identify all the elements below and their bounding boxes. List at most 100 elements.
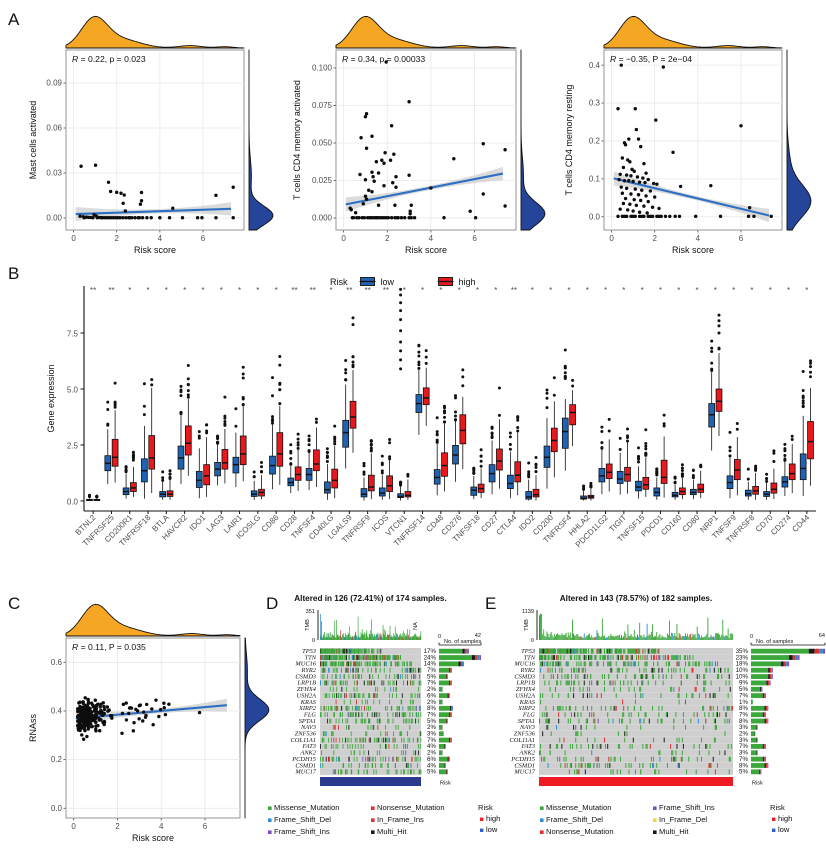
panel-e-oncoplot: Altered in 143 (78.57%) of 182 samples. 1… [485, 592, 826, 807]
box-high-TNFRSF25 [111, 381, 119, 483]
gene-label: RYR2 [520, 667, 536, 674]
box-low-TNFSF9 [726, 430, 734, 499]
risk-legend-label: high [778, 814, 792, 823]
scatter-t-cells-cd4-memory-activated: 0.100 0.075 0.050 0.025 0.000 0 2 4 6 Risk score T… [292, 15, 546, 255]
svg-text:*: * [421, 286, 424, 295]
oncoplot: Altered in 126 (72.41%) of 174 samples. 3… [291, 594, 482, 787]
risk-legend-title: Risk [478, 803, 493, 812]
box-high-HAVCR2 [184, 364, 192, 476]
risk-bar-label: Risk [440, 781, 451, 787]
gene-label: ANK2 [518, 750, 535, 757]
legend-item-Frame_Shift_Ins[interactable] [268, 830, 272, 834]
svg-text:0.050: 0.050 [312, 139, 333, 148]
svg-text:**: ** [108, 286, 114, 295]
box-low-TNFRSF4 [561, 348, 569, 471]
risk-bar-label: Risk [752, 781, 763, 787]
x-axis-title: Risk score [134, 245, 176, 255]
legend-label: high [459, 277, 476, 287]
gene-percent: 5% [739, 769, 748, 776]
svg-text:0.000: 0.000 [312, 214, 333, 223]
gene-percent: 8% [739, 762, 748, 769]
legend-item-Frame_Shift_Del[interactable] [540, 818, 544, 822]
gene-label: USH2A [515, 692, 535, 699]
gene-tick-label: CTLA4 [494, 513, 518, 537]
legend-label: Frame_Shift_Ins [274, 827, 330, 836]
box-low-CD86 [269, 376, 276, 490]
gene-label: KRAS [300, 699, 317, 706]
box-high-CD160 [679, 463, 686, 500]
box-low-IDO1 [195, 430, 203, 499]
svg-text:*: * [695, 286, 698, 295]
gene-percent: 14% [424, 661, 437, 668]
box-low-LGALS9 [342, 358, 350, 469]
svg-text:*: * [238, 286, 241, 295]
gene-percent: 3% [739, 750, 748, 757]
risk-legend-item-low[interactable] [772, 828, 776, 832]
top-density [65, 603, 241, 637]
svg-text:4: 4 [158, 234, 163, 243]
gene-percent: 7% [739, 743, 748, 750]
box-low-CD48 [433, 416, 441, 496]
legend-item-low[interactable] [359, 277, 376, 286]
gene-tick-label: CD44 [790, 513, 811, 534]
box-low-CD274 [781, 442, 789, 496]
data-points [348, 60, 507, 220]
legend-item-Multi_Hit[interactable] [371, 830, 375, 834]
box-high-BTLA [166, 469, 174, 500]
gene-percent: 8% [739, 718, 748, 725]
box-low-TIGIT [616, 436, 624, 495]
gene-label: TTN [524, 654, 536, 661]
legend-item-In_Frame_Ins[interactable] [371, 818, 375, 822]
svg-text:7.5: 7.5 [67, 329, 79, 338]
gene-percent: 6% [427, 692, 436, 699]
gene-tick-label: CD86 [260, 513, 281, 534]
panel-letter-d: D [266, 594, 279, 613]
legend-title: Risk [330, 277, 348, 287]
gene-percent: 8% [427, 705, 436, 712]
svg-text:2: 2 [114, 234, 119, 243]
gene-label: COL11A1 [510, 737, 535, 744]
svg-text:*: * [567, 286, 570, 295]
gene-percent: 5% [427, 673, 436, 680]
tmb-barplot [317, 610, 422, 640]
box-high-CD86 [276, 355, 284, 485]
scatter-panel-t-cells-cd4-memory-activated: 0.100 0.075 0.050 0.025 0.000 0 2 4 6 Risk score T… [284, 6, 556, 258]
box-high-NRP1 [715, 313, 723, 436]
svg-text:**: ** [90, 286, 96, 295]
legend-item-Multi_Hit[interactable] [653, 830, 657, 834]
svg-text:4: 4 [429, 234, 434, 243]
gene-label: XIRP2 [298, 705, 317, 712]
gene-percent: 2% [427, 724, 436, 731]
gene-percent: 2% [427, 699, 436, 706]
box-high-PDCD1LG2 [605, 417, 613, 492]
risk-legend-label: low [778, 825, 790, 834]
legend-item-Frame_Shift_Ins[interactable] [653, 806, 657, 810]
risk-legend-item-high[interactable] [772, 817, 776, 821]
legend-item-Frame_Shift_Del[interactable] [268, 818, 272, 822]
correlation-annotation: R = 0.11, P = 0.035 [72, 642, 146, 652]
legend-item-Missense_Mutation[interactable] [268, 806, 272, 810]
gene-percent: 24% [424, 654, 437, 661]
gene-percent: 4% [427, 743, 436, 750]
risk-legend-item-high[interactable] [480, 817, 484, 821]
legend-item-Nonsense_Mutation[interactable] [371, 806, 375, 810]
svg-text:2.5: 2.5 [67, 441, 79, 450]
data-points [616, 63, 773, 219]
legend-item-high[interactable] [437, 277, 454, 286]
scatter-panel-t-cells-cd4-memory-resting: 0.4 0.3 0.2 0.1 0.0 0 2 4 6 Risk score T cells CD4… [556, 6, 822, 258]
svg-text:**: ** [291, 286, 297, 295]
legend-item-Nonsense_Mutation[interactable] [540, 830, 544, 834]
svg-text:*: * [750, 286, 753, 295]
box-high-CD200R1 [130, 450, 137, 497]
svg-text:0.6: 0.6 [51, 658, 63, 667]
svg-text:*: * [128, 286, 131, 295]
box-low-CD160 [671, 475, 679, 500]
panel-e-legend: Missense_Mutation Frame_Shift_Ins Frame_Sh… [540, 803, 792, 836]
box-high-TNFRSF8 [752, 464, 759, 500]
risk-legend-item-low[interactable] [480, 828, 484, 832]
box-low-PDCD1 [653, 467, 661, 500]
legend-item-Missense_Mutation[interactable] [540, 806, 544, 810]
scatter-t-cells-cd4-memory-resting: 0.4 0.3 0.2 0.1 0.0 0 2 4 6 Risk score T cells CD4… [564, 15, 812, 255]
legend-item-In_Frame_Del[interactable] [653, 818, 657, 822]
box-high-ICOSLG [258, 460, 265, 500]
